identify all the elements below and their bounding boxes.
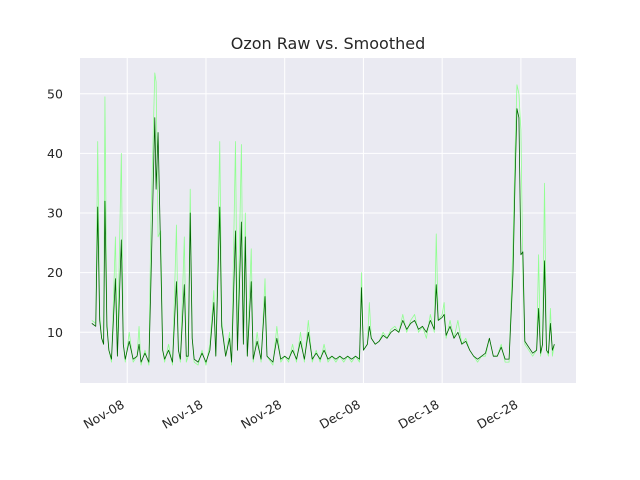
- y-tick-label: 10: [47, 325, 63, 340]
- series-smoothed-line: [91, 108, 555, 363]
- chart-title: Ozon Raw vs. Smoothed: [231, 34, 425, 53]
- y-tick-label: 20: [47, 265, 63, 280]
- series-layer: [91, 72, 555, 366]
- y-tick-label: 30: [47, 206, 63, 221]
- y-tick-label: 40: [47, 146, 63, 161]
- gridlines: [80, 58, 576, 383]
- y-axis: 10 20 30 40 50: [47, 86, 63, 340]
- plot-area: [80, 58, 576, 383]
- y-tick-label: 50: [47, 86, 63, 101]
